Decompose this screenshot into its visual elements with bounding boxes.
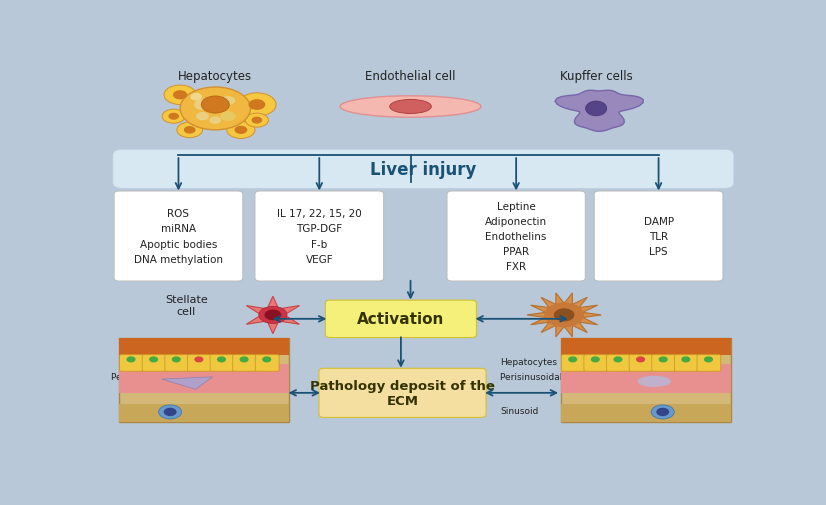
Circle shape: [245, 114, 268, 128]
Circle shape: [169, 114, 178, 120]
Polygon shape: [162, 377, 212, 389]
Circle shape: [252, 118, 262, 124]
Text: Hepatocytes: Hepatocytes: [178, 70, 252, 83]
Circle shape: [227, 122, 255, 139]
Circle shape: [221, 97, 235, 106]
Bar: [561, 339, 731, 356]
Text: DAMP
TLR
LPS: DAMP TLR LPS: [643, 217, 674, 257]
FancyBboxPatch shape: [165, 355, 188, 372]
FancyBboxPatch shape: [120, 355, 144, 372]
Text: Leptine
Adiponectin
Endothelins
PPAR
FXR: Leptine Adiponectin Endothelins PPAR FXR: [485, 201, 547, 272]
Text: Hepatocytes: Hepatocytes: [145, 358, 202, 367]
Circle shape: [150, 358, 158, 362]
FancyBboxPatch shape: [325, 300, 477, 338]
Circle shape: [177, 123, 202, 138]
Text: Activation: Activation: [357, 312, 444, 327]
FancyBboxPatch shape: [652, 355, 676, 372]
Polygon shape: [527, 293, 601, 337]
Text: Perisinusoidal space: Perisinusoidal space: [111, 372, 202, 381]
Circle shape: [591, 358, 599, 362]
Circle shape: [637, 358, 644, 362]
Circle shape: [164, 409, 176, 416]
Circle shape: [164, 86, 196, 106]
Ellipse shape: [586, 102, 607, 117]
Circle shape: [184, 127, 195, 134]
Circle shape: [265, 311, 281, 320]
FancyBboxPatch shape: [629, 355, 653, 372]
Circle shape: [235, 127, 246, 134]
Polygon shape: [246, 296, 300, 334]
Text: Kupffer cells: Kupffer cells: [560, 70, 633, 83]
FancyBboxPatch shape: [594, 191, 723, 281]
Bar: [119, 339, 289, 422]
Ellipse shape: [638, 377, 670, 386]
Circle shape: [217, 358, 225, 362]
Circle shape: [197, 114, 208, 121]
Circle shape: [180, 88, 250, 131]
Circle shape: [657, 409, 668, 416]
FancyBboxPatch shape: [674, 355, 698, 372]
Bar: [561, 339, 731, 422]
FancyBboxPatch shape: [447, 191, 586, 281]
Bar: [119, 404, 289, 422]
Text: Liver injury: Liver injury: [370, 161, 477, 178]
Circle shape: [240, 358, 248, 362]
Circle shape: [162, 110, 185, 124]
FancyBboxPatch shape: [606, 355, 630, 372]
FancyBboxPatch shape: [562, 355, 585, 372]
FancyBboxPatch shape: [233, 355, 256, 372]
Circle shape: [159, 405, 182, 419]
Text: Perisinusoidal space: Perisinusoidal space: [501, 372, 592, 381]
Circle shape: [191, 94, 202, 100]
FancyBboxPatch shape: [255, 191, 383, 281]
Text: Sinusoid: Sinusoid: [164, 406, 202, 415]
Bar: [119, 339, 289, 356]
Circle shape: [173, 358, 180, 362]
Ellipse shape: [340, 96, 481, 118]
FancyBboxPatch shape: [255, 355, 279, 372]
FancyBboxPatch shape: [188, 355, 211, 372]
FancyBboxPatch shape: [319, 369, 486, 418]
Ellipse shape: [390, 100, 431, 114]
Polygon shape: [555, 91, 643, 132]
Text: Endothelial cell: Endothelial cell: [365, 70, 456, 83]
Text: Stellate
cell: Stellate cell: [165, 295, 208, 316]
FancyBboxPatch shape: [210, 355, 234, 372]
FancyBboxPatch shape: [113, 150, 733, 189]
Text: Pathology deposit of the
ECM: Pathology deposit of the ECM: [310, 379, 495, 407]
FancyBboxPatch shape: [114, 191, 243, 281]
Circle shape: [195, 100, 210, 110]
Text: IL 17, 22, 15, 20
TGP-DGF
F-b
VEGF: IL 17, 22, 15, 20 TGP-DGF F-b VEGF: [277, 209, 362, 264]
FancyBboxPatch shape: [142, 355, 166, 372]
Bar: [561, 365, 731, 393]
Circle shape: [173, 92, 187, 99]
Text: ROS
miRNA
Apoptic bodies
DNA methylation: ROS miRNA Apoptic bodies DNA methylation: [134, 209, 223, 264]
Text: Sinusoid: Sinusoid: [501, 406, 539, 415]
Bar: [561, 404, 731, 422]
Circle shape: [210, 118, 221, 124]
Circle shape: [614, 358, 622, 362]
Circle shape: [682, 358, 690, 362]
Circle shape: [545, 304, 583, 327]
Circle shape: [263, 358, 271, 362]
Text: Hepatocytes: Hepatocytes: [501, 358, 558, 367]
Circle shape: [238, 93, 276, 117]
Circle shape: [221, 113, 235, 121]
FancyBboxPatch shape: [697, 355, 721, 372]
Circle shape: [569, 358, 577, 362]
FancyBboxPatch shape: [584, 355, 608, 372]
Circle shape: [127, 358, 135, 362]
Circle shape: [259, 307, 287, 324]
Circle shape: [249, 100, 264, 110]
Bar: [119, 365, 289, 393]
Circle shape: [195, 358, 202, 362]
Circle shape: [554, 310, 574, 321]
Circle shape: [705, 358, 712, 362]
Circle shape: [659, 358, 667, 362]
Circle shape: [202, 97, 230, 114]
Circle shape: [651, 405, 674, 419]
